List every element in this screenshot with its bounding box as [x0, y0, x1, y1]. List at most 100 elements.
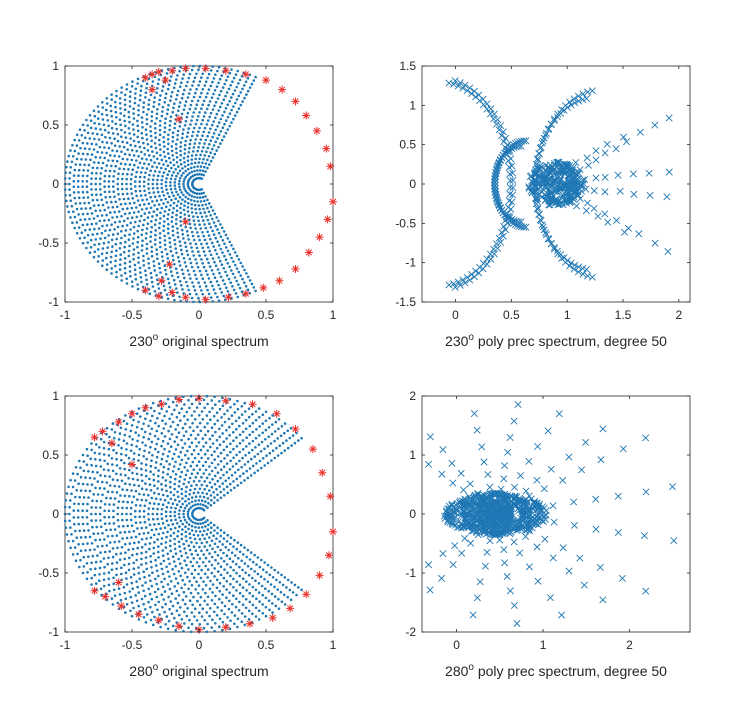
eigenvalue-dot: [93, 114, 97, 118]
eigenvalue-dot: [121, 172, 125, 176]
eigenvalue-dot: [85, 577, 89, 581]
eigenvalue-dot: [189, 591, 193, 595]
eigenvalue-dot: [205, 394, 209, 398]
eigenvalue-dot: [110, 267, 113, 270]
eigenvalue-dot: [100, 593, 103, 597]
eigenvalue-dot: [124, 202, 127, 206]
eigenvalue-dot: [128, 483, 132, 486]
eigenvalue-dot: [188, 292, 192, 296]
eigenvalue-dot: [114, 122, 118, 126]
eigenvalue-dot: [123, 271, 127, 275]
eigenvalue-dot: [149, 406, 153, 410]
eigenvalue-dot: [103, 185, 106, 188]
eigenvalue-dot: [214, 466, 217, 470]
eigenvalue-dot: [253, 455, 256, 458]
eigenvalue-dot: [228, 112, 232, 115]
eigenvalue-dot: [182, 108, 186, 111]
eigenvalue-dot: [118, 118, 122, 121]
eigenvalue-dot: [123, 119, 126, 123]
eigenvalue-dot: [216, 463, 220, 466]
eigenvalue-dot: [103, 146, 106, 149]
eigenvalue-dot: [74, 559, 78, 562]
eigenvalue-dot: [182, 171, 185, 175]
eigenvalue-dot: [145, 198, 149, 201]
eigenvalue-dot: [74, 529, 77, 533]
eigenvalue-dot: [189, 506, 193, 509]
eigenvalue-dot: [174, 552, 178, 555]
eigenvalue-cross: [459, 486, 467, 494]
eigenvalue-cross: [515, 142, 523, 150]
outlier-asterisk: [329, 527, 337, 536]
eigenvalue-dot: [203, 425, 206, 429]
eigenvalue-dot: [148, 592, 152, 596]
eigenvalue-dot: [92, 493, 95, 496]
eigenvalue-dot: [144, 550, 148, 554]
eigenvalue-dot: [187, 497, 190, 501]
eigenvalue-dot: [174, 507, 177, 510]
eigenvalue-cross: [537, 143, 545, 151]
eigenvalue-cross: [426, 433, 434, 441]
eigenvalue-dot: [157, 162, 161, 165]
eigenvalue-dot: [104, 169, 107, 173]
eigenvalue-dot: [88, 137, 92, 140]
eigenvalue-dot: [76, 472, 79, 476]
eigenvalue-dot: [205, 242, 209, 245]
eigenvalue-cross: [447, 510, 455, 518]
eigenvalue-dot: [122, 219, 126, 223]
eigenvalue-dot: [220, 226, 224, 230]
eigenvalue-dot: [242, 472, 245, 475]
eigenvalue-dot: [103, 459, 106, 463]
eigenvalue-dot: [275, 446, 278, 450]
eigenvalue-dot: [172, 86, 176, 90]
eigenvalue-dot: [115, 451, 118, 455]
eigenvalue-dot: [181, 77, 184, 80]
eigenvalue-dot: [134, 535, 138, 539]
eigenvalue-dot: [195, 72, 198, 76]
eigenvalue-dot: [184, 571, 187, 575]
eigenvalue-dot: [222, 267, 226, 270]
eigenvalue-dot: [204, 195, 207, 198]
eigenvalue-dot: [98, 182, 102, 186]
eigenvalue-dot: [126, 524, 129, 528]
eigenvalue-dot: [215, 85, 219, 88]
eigenvalue-dot: [97, 122, 101, 126]
eigenvalue-dot: [157, 545, 160, 548]
eigenvalue-cross: [569, 192, 577, 200]
eigenvalue-dot: [183, 204, 186, 207]
eigenvalue-dot: [190, 158, 194, 161]
eigenvalue-dot: [187, 508, 191, 511]
eigenvalue-dot: [192, 146, 196, 149]
eigenvalue-dot: [210, 399, 213, 402]
eigenvalue-dot: [160, 482, 163, 486]
eigenvalue-cross: [444, 505, 452, 513]
eigenvalue-dot: [225, 596, 228, 599]
eigenvalue-dot: [184, 494, 188, 498]
eigenvalue-dot: [140, 467, 143, 471]
eigenvalue-dot: [152, 260, 155, 263]
eigenvalue-dot: [232, 247, 235, 251]
eigenvalue-dot: [142, 185, 146, 188]
eigenvalue-dot: [137, 484, 141, 488]
eigenvalue-dot: [264, 614, 268, 618]
eigenvalue-dot: [142, 509, 146, 513]
eigenvalue-dot: [82, 169, 85, 172]
eigenvalue-dot: [211, 284, 214, 288]
eigenvalue-cross: [590, 187, 598, 195]
eigenvalue-dot: [148, 542, 152, 545]
eigenvalue-dot: [201, 607, 205, 610]
eigenvalue-dot: [190, 170, 194, 174]
eigenvalue-cross: [466, 276, 474, 284]
y-tick-label: -1.5: [395, 295, 416, 309]
eigenvalue-cross: [558, 199, 566, 207]
eigenvalue-cross: [457, 512, 465, 520]
eigenvalue-dot: [94, 209, 97, 213]
eigenvalue-dot: [137, 140, 140, 144]
eigenvalue-dot: [219, 490, 222, 494]
eigenvalue-cross: [490, 525, 498, 533]
eigenvalue-dot: [120, 566, 123, 570]
eigenvalue-dot: [163, 243, 167, 247]
eigenvalue-dot: [118, 97, 122, 100]
eigenvalue-dot: [135, 445, 138, 448]
eigenvalue-dot: [201, 203, 204, 207]
eigenvalue-dot: [177, 431, 181, 435]
